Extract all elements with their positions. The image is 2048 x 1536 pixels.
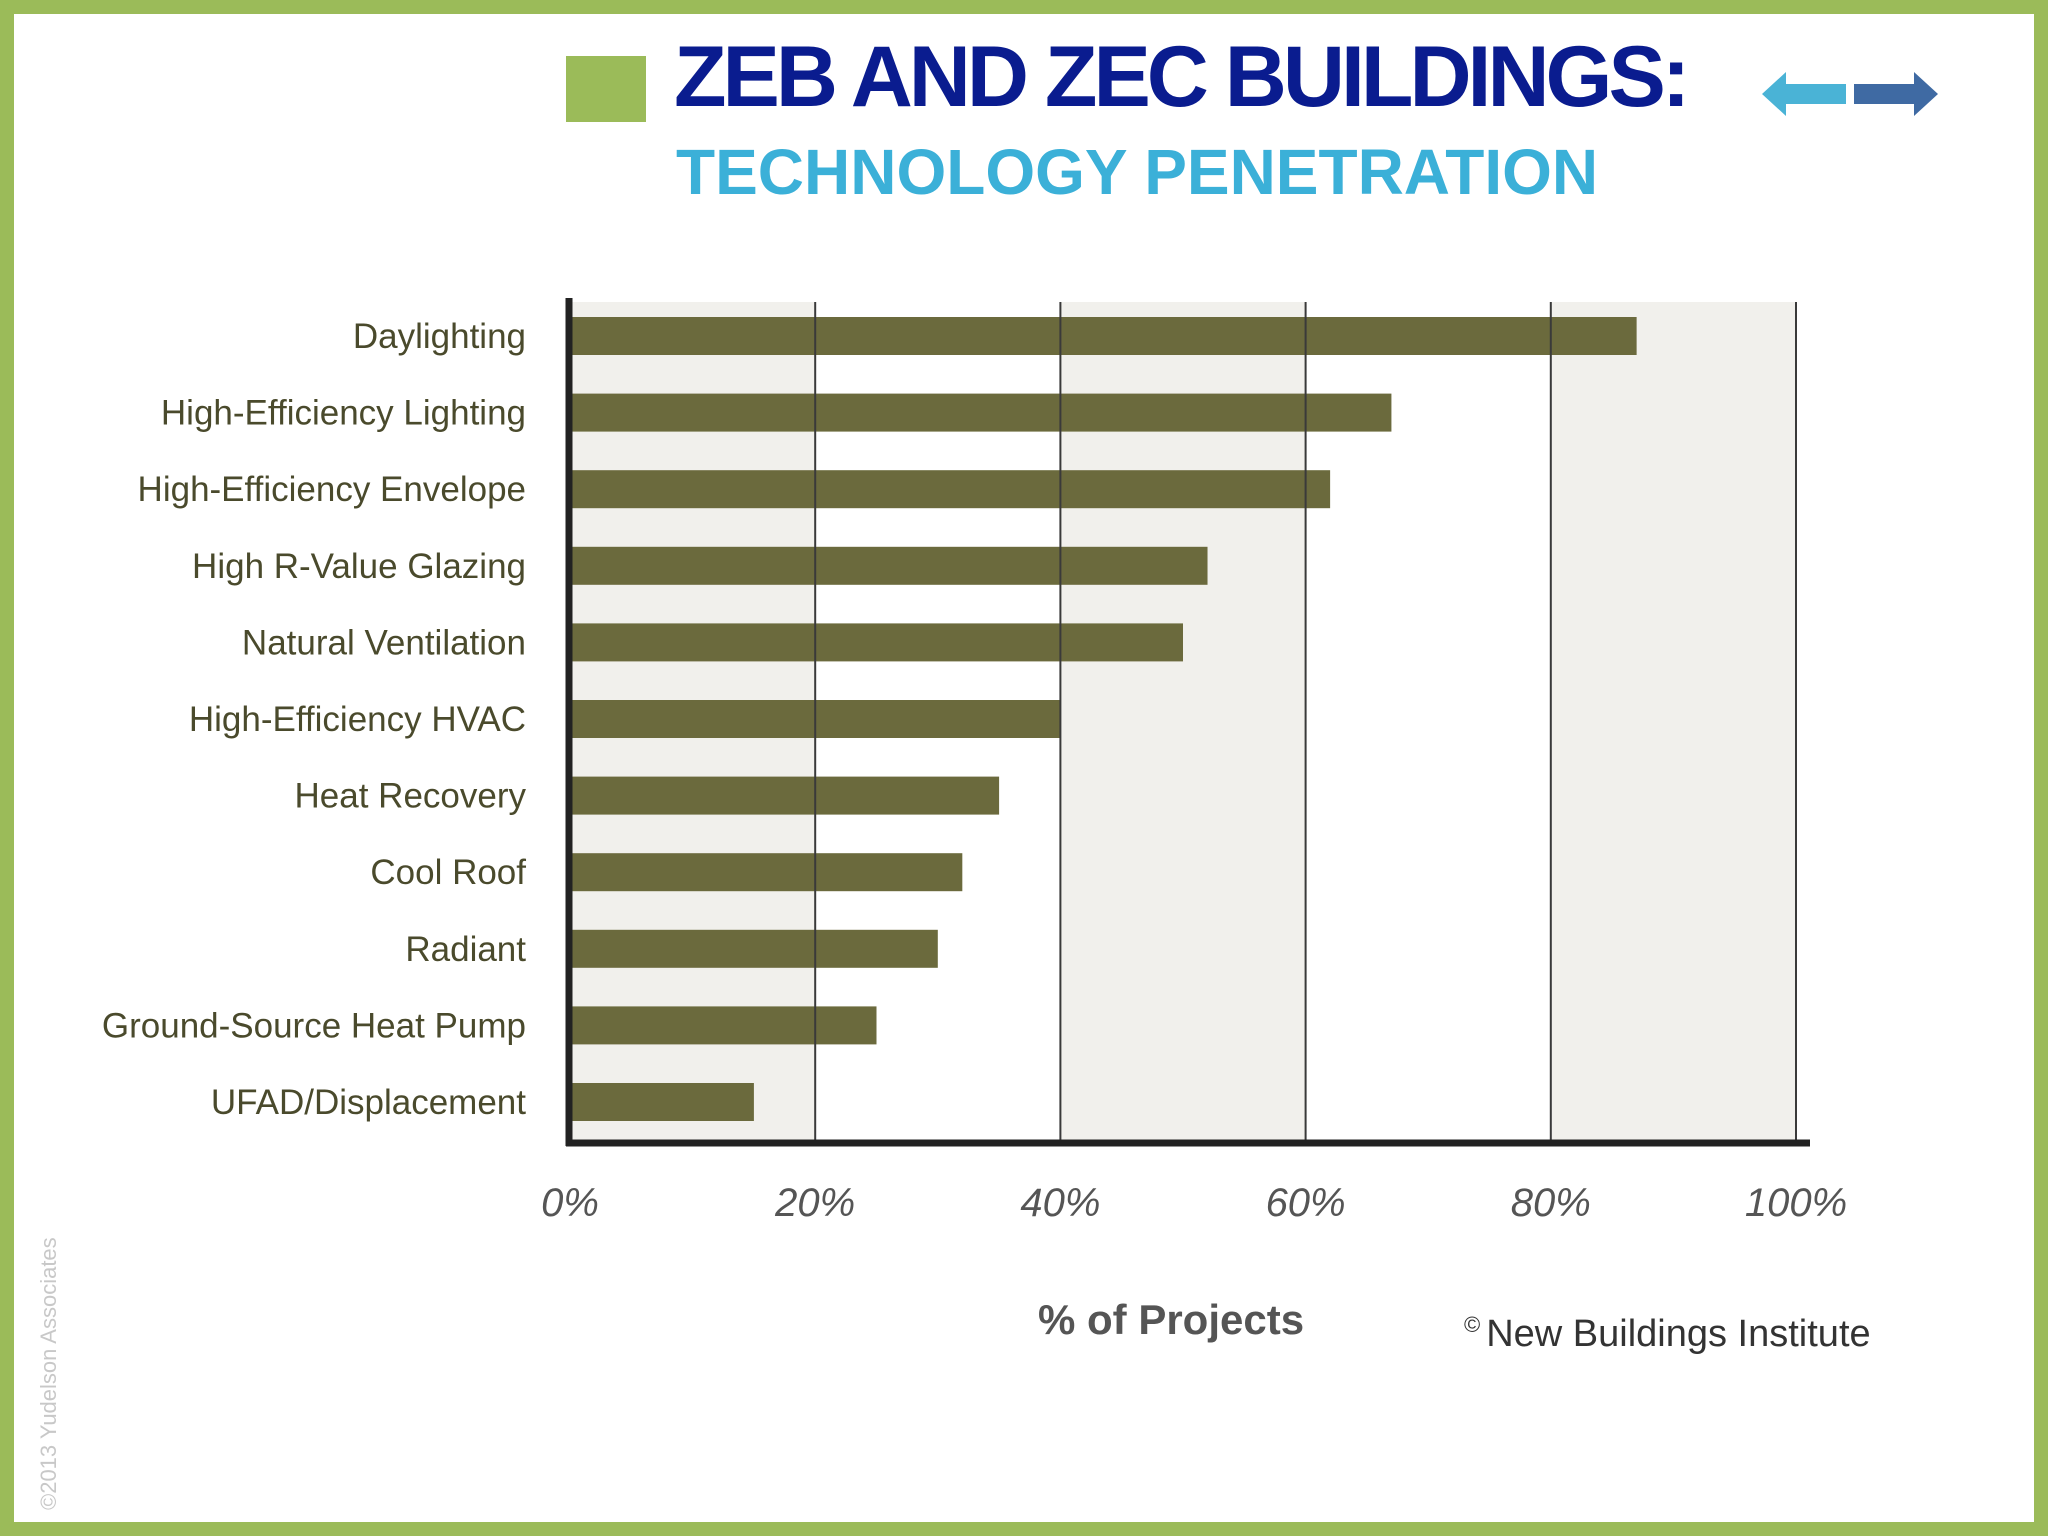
x-axis-label: % of Projects bbox=[1038, 1296, 1305, 1343]
x-tick-label: 40% bbox=[1020, 1181, 1100, 1225]
bar bbox=[570, 546, 1208, 585]
title-accent-square bbox=[566, 56, 646, 122]
category-label: Radiant bbox=[405, 930, 526, 969]
bar bbox=[570, 1083, 754, 1121]
category-label: Cool Roof bbox=[370, 853, 526, 892]
x-tick-label: 80% bbox=[1511, 1181, 1591, 1225]
category-label: Heat Recovery bbox=[295, 777, 527, 816]
source-credit: © New Buildings Institute bbox=[1464, 1312, 1871, 1356]
category-label: High-Efficiency Lighting bbox=[161, 394, 526, 433]
watermark: ©2013 Yudelson Associates bbox=[36, 1237, 61, 1510]
category-label: High-Efficiency HVAC bbox=[189, 700, 526, 739]
bar-chart: Daylighting High-Efficiency Lighting High-… bbox=[102, 298, 1847, 1225]
bar bbox=[570, 623, 1183, 662]
arrow-left-icon[interactable] bbox=[1760, 66, 1848, 122]
x-tick-label: 20% bbox=[774, 1181, 855, 1225]
x-tick-label: 0% bbox=[541, 1181, 599, 1225]
category-label: Daylighting bbox=[353, 317, 526, 356]
category-label: UFAD/Displacement bbox=[211, 1083, 526, 1122]
x-tick-label: 60% bbox=[1266, 1181, 1346, 1225]
bar bbox=[570, 1006, 877, 1045]
category-label: High-Efficiency Envelope bbox=[138, 470, 526, 509]
bar bbox=[570, 929, 938, 968]
bar bbox=[570, 776, 1000, 815]
category-label: High R-Value Glazing bbox=[192, 547, 526, 586]
x-tick-label: 100% bbox=[1745, 1181, 1847, 1225]
category-label: Ground-Source Heat Pump bbox=[102, 1006, 526, 1045]
bar bbox=[570, 853, 963, 892]
category-label: Natural Ventilation bbox=[242, 623, 526, 662]
grid-band bbox=[1550, 302, 1796, 1142]
slide-title: ZEB AND ZEC BUILDINGS: bbox=[674, 29, 1690, 125]
bar bbox=[570, 317, 1637, 355]
copyright-symbol: © bbox=[1464, 1312, 1481, 1337]
slide-subtitle: TECHNOLOGY PENETRATION bbox=[676, 136, 1599, 208]
grid-band bbox=[1060, 302, 1306, 1142]
bar bbox=[570, 470, 1331, 509]
arrow-right-icon[interactable] bbox=[1852, 66, 1940, 122]
bar bbox=[570, 393, 1392, 432]
credit-text: New Buildings Institute bbox=[1486, 1313, 1871, 1355]
